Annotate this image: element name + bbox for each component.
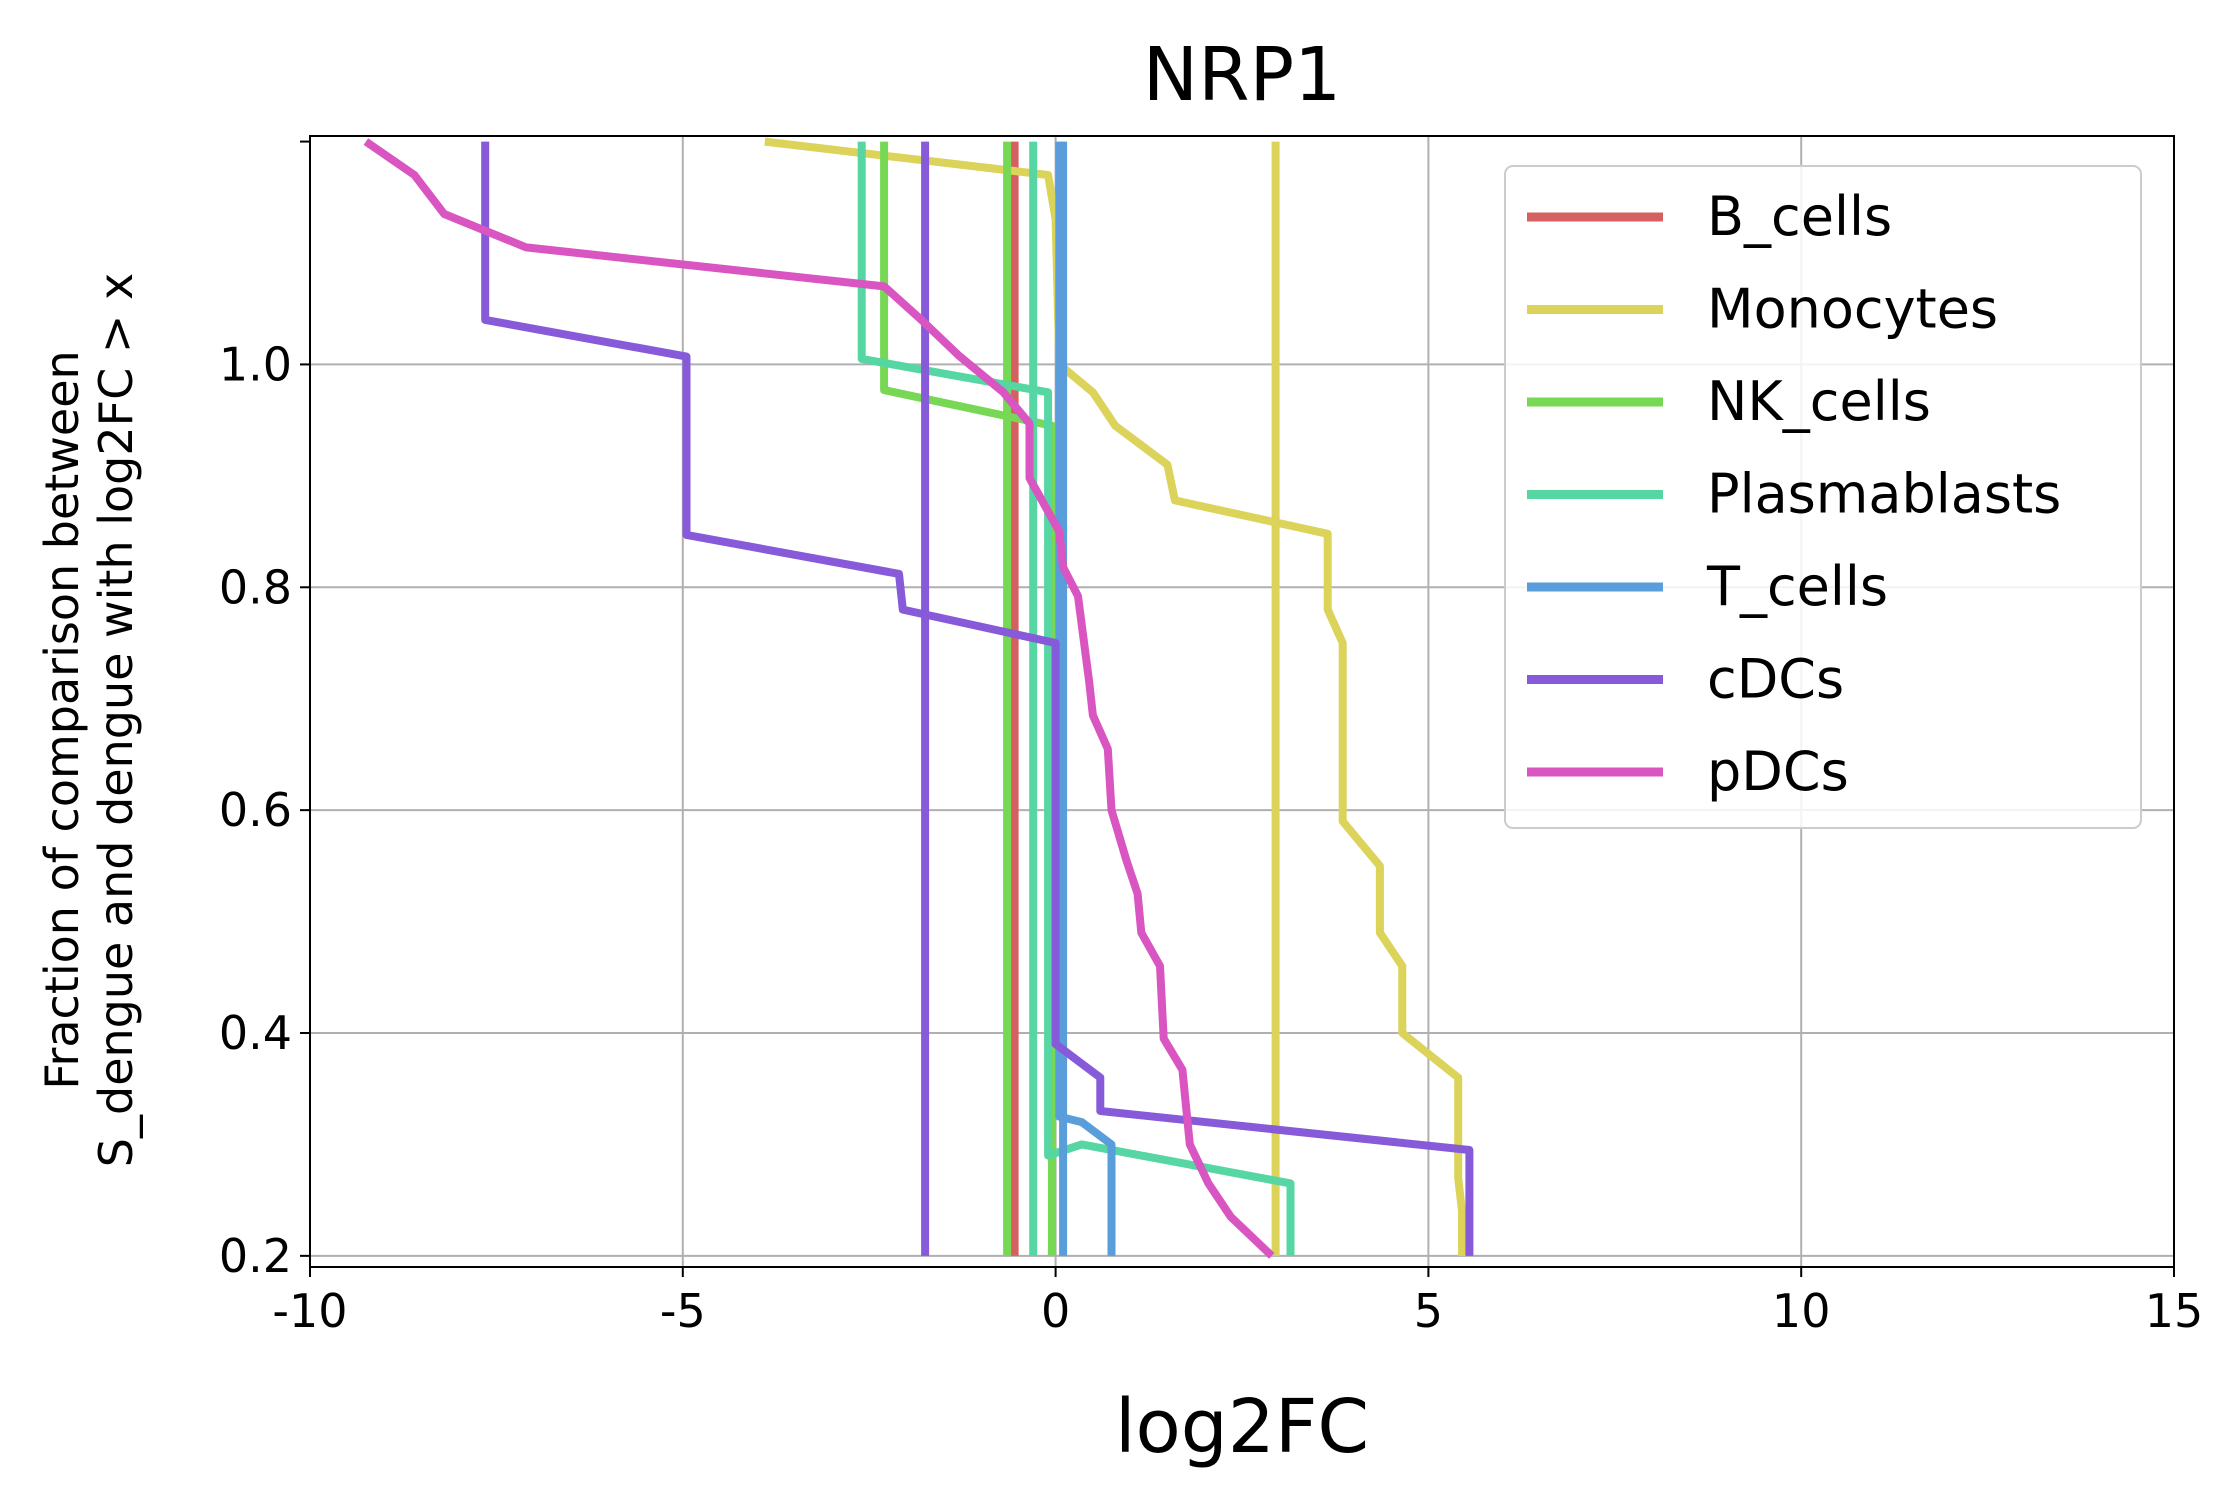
series-line-cdcs <box>481 141 1474 1256</box>
legend-label: cDCs <box>1707 648 1844 711</box>
x-tick-label: 5 <box>1414 1284 1443 1338</box>
legend-label: Monocytes <box>1707 278 1998 341</box>
legend-label: Plasmablasts <box>1707 463 2061 526</box>
x-tick-label: -10 <box>272 1284 347 1338</box>
series-line-pdcs <box>363 138 1275 1259</box>
y-tick-label: 1.0 <box>219 337 292 391</box>
y-tick-label: 0.6 <box>219 783 292 837</box>
plot-frame <box>309 135 2175 1268</box>
legend: B_cells Monocytes NK_cells Plasmablasts T_ce… <box>1504 165 2142 829</box>
y-axis-label-line-1: Fraction of comparison between <box>35 350 89 1089</box>
legend-label: NK_cells <box>1707 370 1931 433</box>
legend-label: pDCs <box>1707 740 1849 803</box>
x-tick-label: 0 <box>1041 1284 1070 1338</box>
legend-frame <box>1504 165 2142 829</box>
x-tick-label: 10 <box>1772 1284 1831 1338</box>
x-tick-label: -5 <box>660 1284 706 1338</box>
legend-label: T_cells <box>1706 555 1888 618</box>
y-tick-label: 0.4 <box>219 1006 292 1060</box>
axis-ticks: -10 -5 0 5 10 15 0.2 0.4 0.6 0.8 1.0 <box>219 140 2204 1338</box>
x-axis-label: log2FC <box>1115 1384 1369 1470</box>
legend-label: B_cells <box>1707 185 1892 248</box>
plot-lines <box>363 137 1474 1259</box>
y-axis-label-line-2: S_dengue and dengue with log2FC > x <box>89 273 143 1167</box>
x-tick-label: 15 <box>2145 1284 2204 1338</box>
chart-title: NRP1 <box>1143 32 1341 118</box>
y-tick-label: 0.8 <box>219 560 292 614</box>
y-tick-label: 0.2 <box>219 1229 292 1283</box>
series-line-plasmablasts <box>857 141 1295 1256</box>
y-axis-label: Fraction of comparison between S_dengue … <box>35 273 143 1167</box>
